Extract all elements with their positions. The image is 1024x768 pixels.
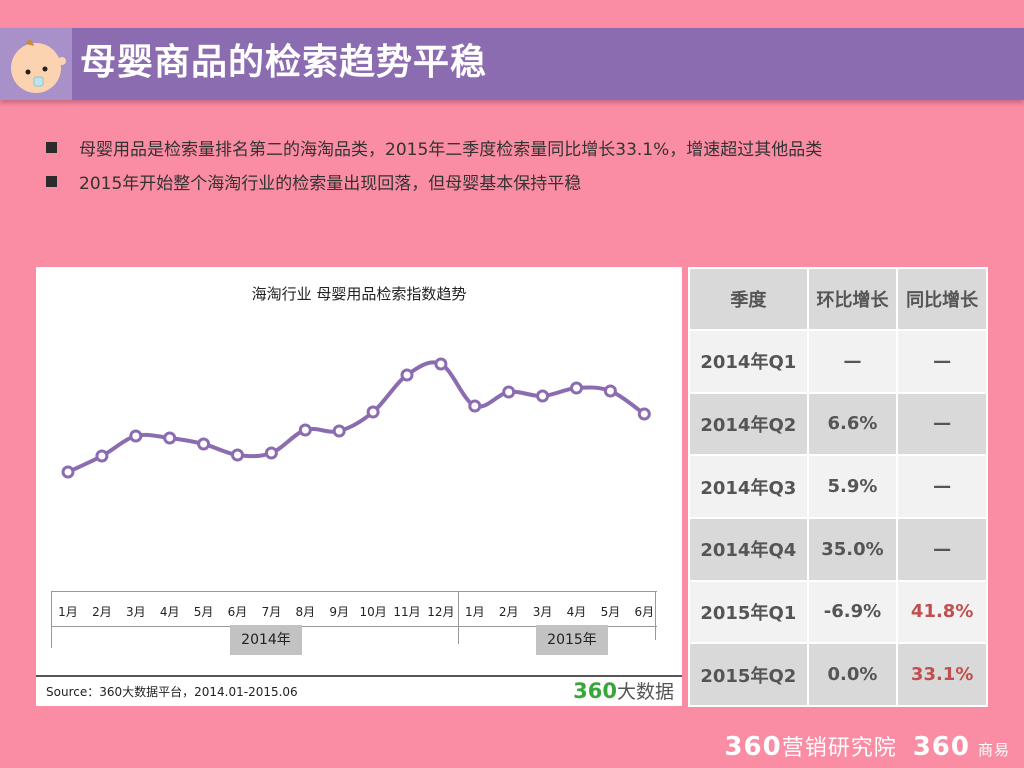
year-divider-line [52,626,657,627]
series-line [67,360,646,474]
data-point-marker [197,437,211,451]
cell-yoy: 33.1% [896,642,988,707]
month-label: 1月 [58,605,78,619]
cell-yoy: — [896,454,988,519]
square-bullet-icon [46,175,57,187]
logo-number: 360 [573,679,617,703]
footer-brand: 360营销研究院 360 商易 [724,730,1010,762]
table-row: 2014年Q3 5.9% — [688,454,988,519]
table-row: 2015年Q2 0.0% 33.1% [688,642,988,707]
month-label: 12月 [427,605,455,619]
source-text: Source：360大数据平台，2014.01-2015.06 [46,685,298,699]
year-separator [458,592,459,644]
cell-quarter: 2015年Q2 [688,642,809,707]
x-axis-frame [51,591,657,648]
360-bigdata-logo: 360大数据 [573,677,674,704]
data-point-marker [264,446,278,460]
page-title: 母婴商品的检索趋势平稳 [80,42,488,83]
cell-yoy: — [896,391,988,457]
cell-qoq: — [806,329,899,394]
line-chart [61,357,651,479]
cell-qoq: 35.0% [806,516,899,582]
cell-quarter: 2014年Q3 [688,454,809,519]
month-label: 11月 [393,605,421,619]
title-bar: 母婴商品的检索趋势平稳 [0,28,1024,100]
month-label: 3月 [532,605,553,619]
cell-qoq: 0.0% [806,642,899,707]
chart-title: 海淘行业 母婴用品检索指数趋势 [251,285,467,303]
bullet-item: 2015年开始整个海淘行业的检索量出现回落，但母婴基本保持平稳 [46,164,822,198]
cell-quarter: 2014年Q1 [688,329,809,394]
brand-360-number: 360 [724,732,782,762]
bullet-list: 母婴用品是检索量排名第二的海淘品类，2015年二季度检索量同比增长33.1%，增… [46,130,822,198]
year-label-2014: 2014年 [230,625,302,655]
table-row: 2014年Q4 35.0% — [688,516,988,582]
year-label-2015: 2015年 [536,625,608,655]
brand-360-number-2: 360 [912,732,970,762]
logo-text: 大数据 [616,681,674,703]
data-point-marker [434,357,448,371]
data-point-marker [129,429,143,443]
data-point-marker [603,384,617,398]
chart-panel: 海淘行业 母婴用品检索指数趋势 1月 2月 3月 4月 5月 6月 7月 8月 9月 10月 11月… [36,267,682,706]
cell-quarter: 2014年Q2 [688,391,809,457]
table-row: 2014年Q2 6.6% — [688,391,988,457]
data-point-marker [536,389,550,403]
table-row: 2014年Q1 — — [688,329,988,394]
month-label: 2月 [92,605,112,619]
month-label: 8月 [295,605,316,619]
data-point-marker [468,399,482,413]
data-point-marker [163,431,177,445]
header-yoy: 同比增长 [896,267,988,331]
month-label: 10月 [359,605,387,619]
data-point-marker [61,465,75,479]
square-bullet-icon [46,141,57,153]
header-qoq: 环比增长 [806,267,899,331]
month-label: 2月 [498,605,519,619]
cell-yoy: — [896,329,988,394]
month-label: 5月 [600,605,621,619]
bullet-item: 母婴用品是检索量排名第二的海淘品类，2015年二季度检索量同比增长33.1%，增… [46,130,822,164]
data-point-marker [502,385,516,399]
cell-quarter: 2015年Q1 [688,579,809,645]
month-labels: 1月 2月 3月 4月 5月 6月 7月 8月 9月 10月 11月 12月 1月 2月 3月 4月 5月 6月 [51,603,656,623]
data-point-marker [298,423,312,437]
data-point-marker [570,381,583,395]
month-label: 5月 [193,605,214,619]
month-label: 6月 [634,605,655,619]
data-point-marker [637,407,651,421]
month-label: 7月 [261,605,282,619]
avatar [0,28,72,100]
axis-right-edge [655,592,656,640]
cell-qoq: 6.6% [806,391,899,457]
brand-shangyi: 商易 [977,741,1010,759]
table-row: 2015年Q1 -6.9% 41.8% [688,579,988,645]
cell-yoy: 41.8% [896,579,988,645]
data-point-marker [95,449,109,463]
month-label: 1月 [464,605,485,619]
month-label: 6月 [227,605,248,619]
bullet-text: 2015年开始整个海淘行业的检索量出现回落，但母婴基本保持平稳 [79,173,582,194]
month-label: 9月 [329,605,349,619]
data-point-marker [231,448,244,462]
cell-qoq: 5.9% [806,454,899,519]
data-point-marker [332,424,346,438]
cell-quarter: 2014年Q4 [688,516,809,582]
data-point-marker [400,368,414,382]
month-label: 3月 [125,605,146,619]
baby-face-icon [11,39,66,93]
cell-yoy: — [896,516,988,582]
source-divider [36,675,682,677]
growth-table: 季度 环比增长 同比增长 2014年Q1 — — 2014年Q2 6.6% — … [688,267,988,707]
bullet-text: 母婴用品是检索量排名第二的海淘品类，2015年二季度检索量同比增长33.1%，增… [79,139,823,160]
cell-qoq: -6.9% [806,579,899,645]
brand-research-institute: 营销研究院 [781,736,897,761]
month-label: 4月 [566,605,587,619]
data-point-marker [366,405,380,419]
month-label: 4月 [159,605,180,619]
header-quarter: 季度 [688,267,809,331]
